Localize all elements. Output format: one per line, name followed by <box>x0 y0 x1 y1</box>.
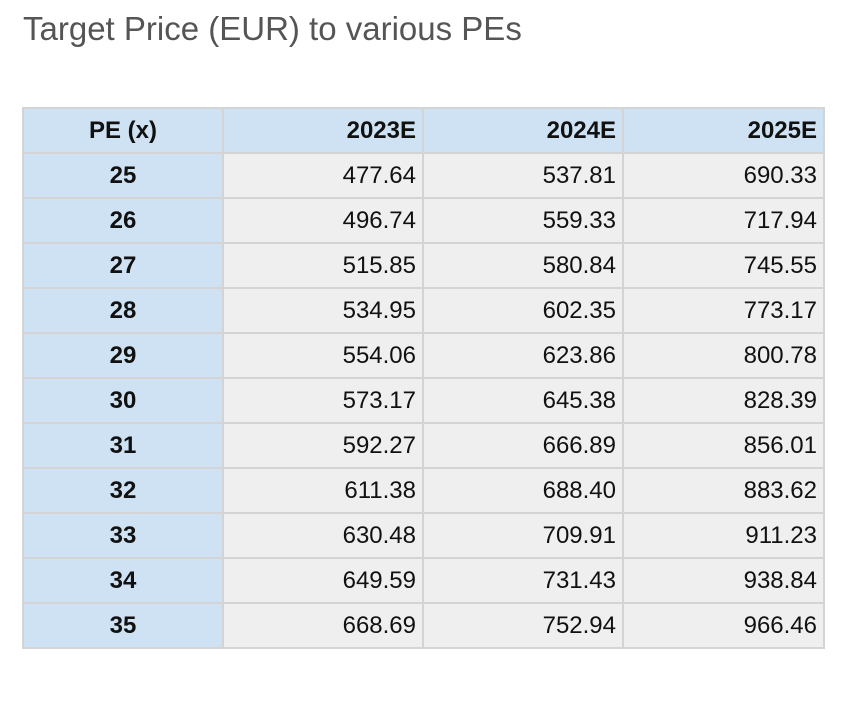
value-2025e: 773.17 <box>622 287 825 334</box>
chart-title: Target Price (EUR) to various PEs <box>23 10 522 47</box>
pe-cell: 26 <box>22 197 224 244</box>
table-row: 25 477.64 537.81 690.33 <box>22 152 825 199</box>
pe-cell: 33 <box>22 512 224 559</box>
pe-cell: 28 <box>22 287 224 334</box>
pe-cell: 35 <box>22 602 224 649</box>
target-price-table: PE (x) 2023E 2024E 2025E 25 477.64 537.81 6… <box>22 107 825 649</box>
value-2024e: 731.43 <box>422 557 624 604</box>
value-2023e: 649.59 <box>222 557 424 604</box>
column-header-pe: PE (x) <box>22 107 224 154</box>
value-2024e: 709.91 <box>422 512 624 559</box>
table-row: 33 630.48 709.91 911.23 <box>22 512 825 559</box>
pe-cell: 32 <box>22 467 224 514</box>
value-2025e: 856.01 <box>622 422 825 469</box>
value-2025e: 828.39 <box>622 377 825 424</box>
value-2023e: 477.64 <box>222 152 424 199</box>
value-2025e: 800.78 <box>622 332 825 379</box>
value-2024e: 623.86 <box>422 332 624 379</box>
table-row: 26 496.74 559.33 717.94 <box>22 197 825 244</box>
value-2025e: 745.55 <box>622 242 825 289</box>
value-2023e: 592.27 <box>222 422 424 469</box>
value-2025e: 911.23 <box>622 512 825 559</box>
value-2024e: 688.40 <box>422 467 624 514</box>
pe-cell: 34 <box>22 557 224 604</box>
value-2024e: 559.33 <box>422 197 624 244</box>
pe-cell: 29 <box>22 332 224 379</box>
table-row: 34 649.59 731.43 938.84 <box>22 557 825 604</box>
table-row: 29 554.06 623.86 800.78 <box>22 332 825 379</box>
value-2023e: 554.06 <box>222 332 424 379</box>
value-2025e: 966.46 <box>622 602 825 649</box>
table-row: 31 592.27 666.89 856.01 <box>22 422 825 469</box>
value-2025e: 938.84 <box>622 557 825 604</box>
column-header-2024e: 2024E <box>422 107 624 154</box>
value-2024e: 645.38 <box>422 377 624 424</box>
pe-cell: 30 <box>22 377 224 424</box>
value-2025e: 717.94 <box>622 197 825 244</box>
value-2023e: 630.48 <box>222 512 424 559</box>
table-row: 30 573.17 645.38 828.39 <box>22 377 825 424</box>
value-2024e: 666.89 <box>422 422 624 469</box>
value-2024e: 752.94 <box>422 602 624 649</box>
table-row: 32 611.38 688.40 883.62 <box>22 467 825 514</box>
value-2023e: 534.95 <box>222 287 424 334</box>
value-2024e: 580.84 <box>422 242 624 289</box>
value-2023e: 611.38 <box>222 467 424 514</box>
value-2025e: 690.33 <box>622 152 825 199</box>
pe-cell: 25 <box>22 152 224 199</box>
value-2023e: 573.17 <box>222 377 424 424</box>
table-row: 35 668.69 752.94 966.46 <box>22 602 825 649</box>
table-body: 25 477.64 537.81 690.33 26 496.74 559.33 717.94… <box>22 152 825 649</box>
value-2023e: 668.69 <box>222 602 424 649</box>
value-2024e: 602.35 <box>422 287 624 334</box>
value-2024e: 537.81 <box>422 152 624 199</box>
table-row: 28 534.95 602.35 773.17 <box>22 287 825 334</box>
value-2023e: 496.74 <box>222 197 424 244</box>
value-2023e: 515.85 <box>222 242 424 289</box>
value-2025e: 883.62 <box>622 467 825 514</box>
pe-cell: 27 <box>22 242 224 289</box>
table-row: 27 515.85 580.84 745.55 <box>22 242 825 289</box>
column-header-2023e: 2023E <box>222 107 424 154</box>
pe-cell: 31 <box>22 422 224 469</box>
header-row: PE (x) 2023E 2024E 2025E <box>22 107 825 154</box>
column-header-2025e: 2025E <box>622 107 825 154</box>
